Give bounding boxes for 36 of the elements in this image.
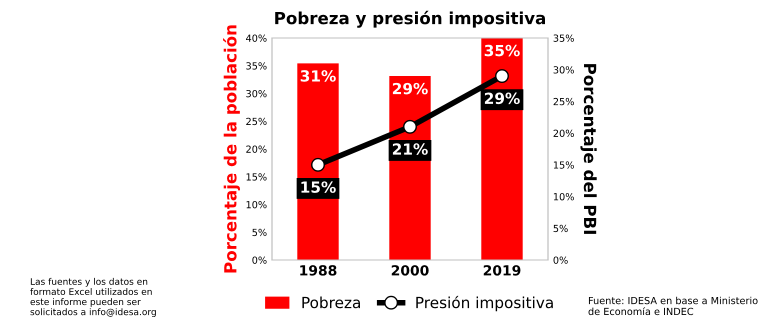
y-tick-label: 5%: [252, 228, 267, 236]
y2-tick-label: 25%: [554, 98, 574, 106]
y2-tick-label: 10%: [554, 193, 574, 200]
y-tick-label: 30%: [246, 90, 267, 98]
data-label: 29%: [484, 92, 520, 104]
chart-title: Pobreza y presión impositiva: [275, 10, 545, 28]
x-tick-label: 1988: [300, 265, 336, 276]
data-label: 29%: [392, 82, 428, 94]
x-tick-label: 2019: [484, 265, 520, 276]
point: [311, 158, 325, 172]
y-tick-label: 20%: [246, 145, 267, 153]
data-label: 21%: [392, 143, 428, 155]
data-label: 15%: [301, 181, 336, 193]
data-label: 31%: [300, 70, 336, 82]
y-tick-label: 15%: [246, 173, 267, 181]
y-tick-label: 10%: [246, 200, 267, 208]
text: Las fuentes y los datos en formato Excel utilizados en este informe pueden ser solicitados a info@idesa.org: [30, 278, 156, 317]
x-tick-label: 2000: [392, 265, 429, 276]
y-axis-title: Porcentaje de la población: [223, 25, 240, 272]
legend-label: Presión impositiva: [416, 296, 553, 312]
y2-tick-label: 20%: [554, 130, 574, 137]
y2-tick-label: 0%: [554, 256, 568, 264]
y-tick-label: 40%: [246, 34, 267, 42]
y2-axis-title: Porcentaje del PBI: [580, 64, 597, 234]
source-note: Fuente: IDESA en base a Ministerio de Economía e INDEC: [588, 296, 758, 316]
y-tick-label: 0%: [252, 256, 267, 264]
legend-label: Pobreza: [302, 296, 360, 308]
y2-tick-label: 15%: [554, 161, 574, 169]
y2-tick-label: 30%: [554, 66, 574, 74]
y2-tick-label: 35%: [554, 34, 574, 42]
y2-tick-label: 5%: [554, 224, 568, 232]
y-tick-label: 25%: [246, 118, 267, 126]
point: [495, 69, 509, 83]
data-label: 35%: [484, 44, 520, 56]
point: [403, 120, 417, 134]
y-tick-label: 35%: [246, 62, 267, 70]
